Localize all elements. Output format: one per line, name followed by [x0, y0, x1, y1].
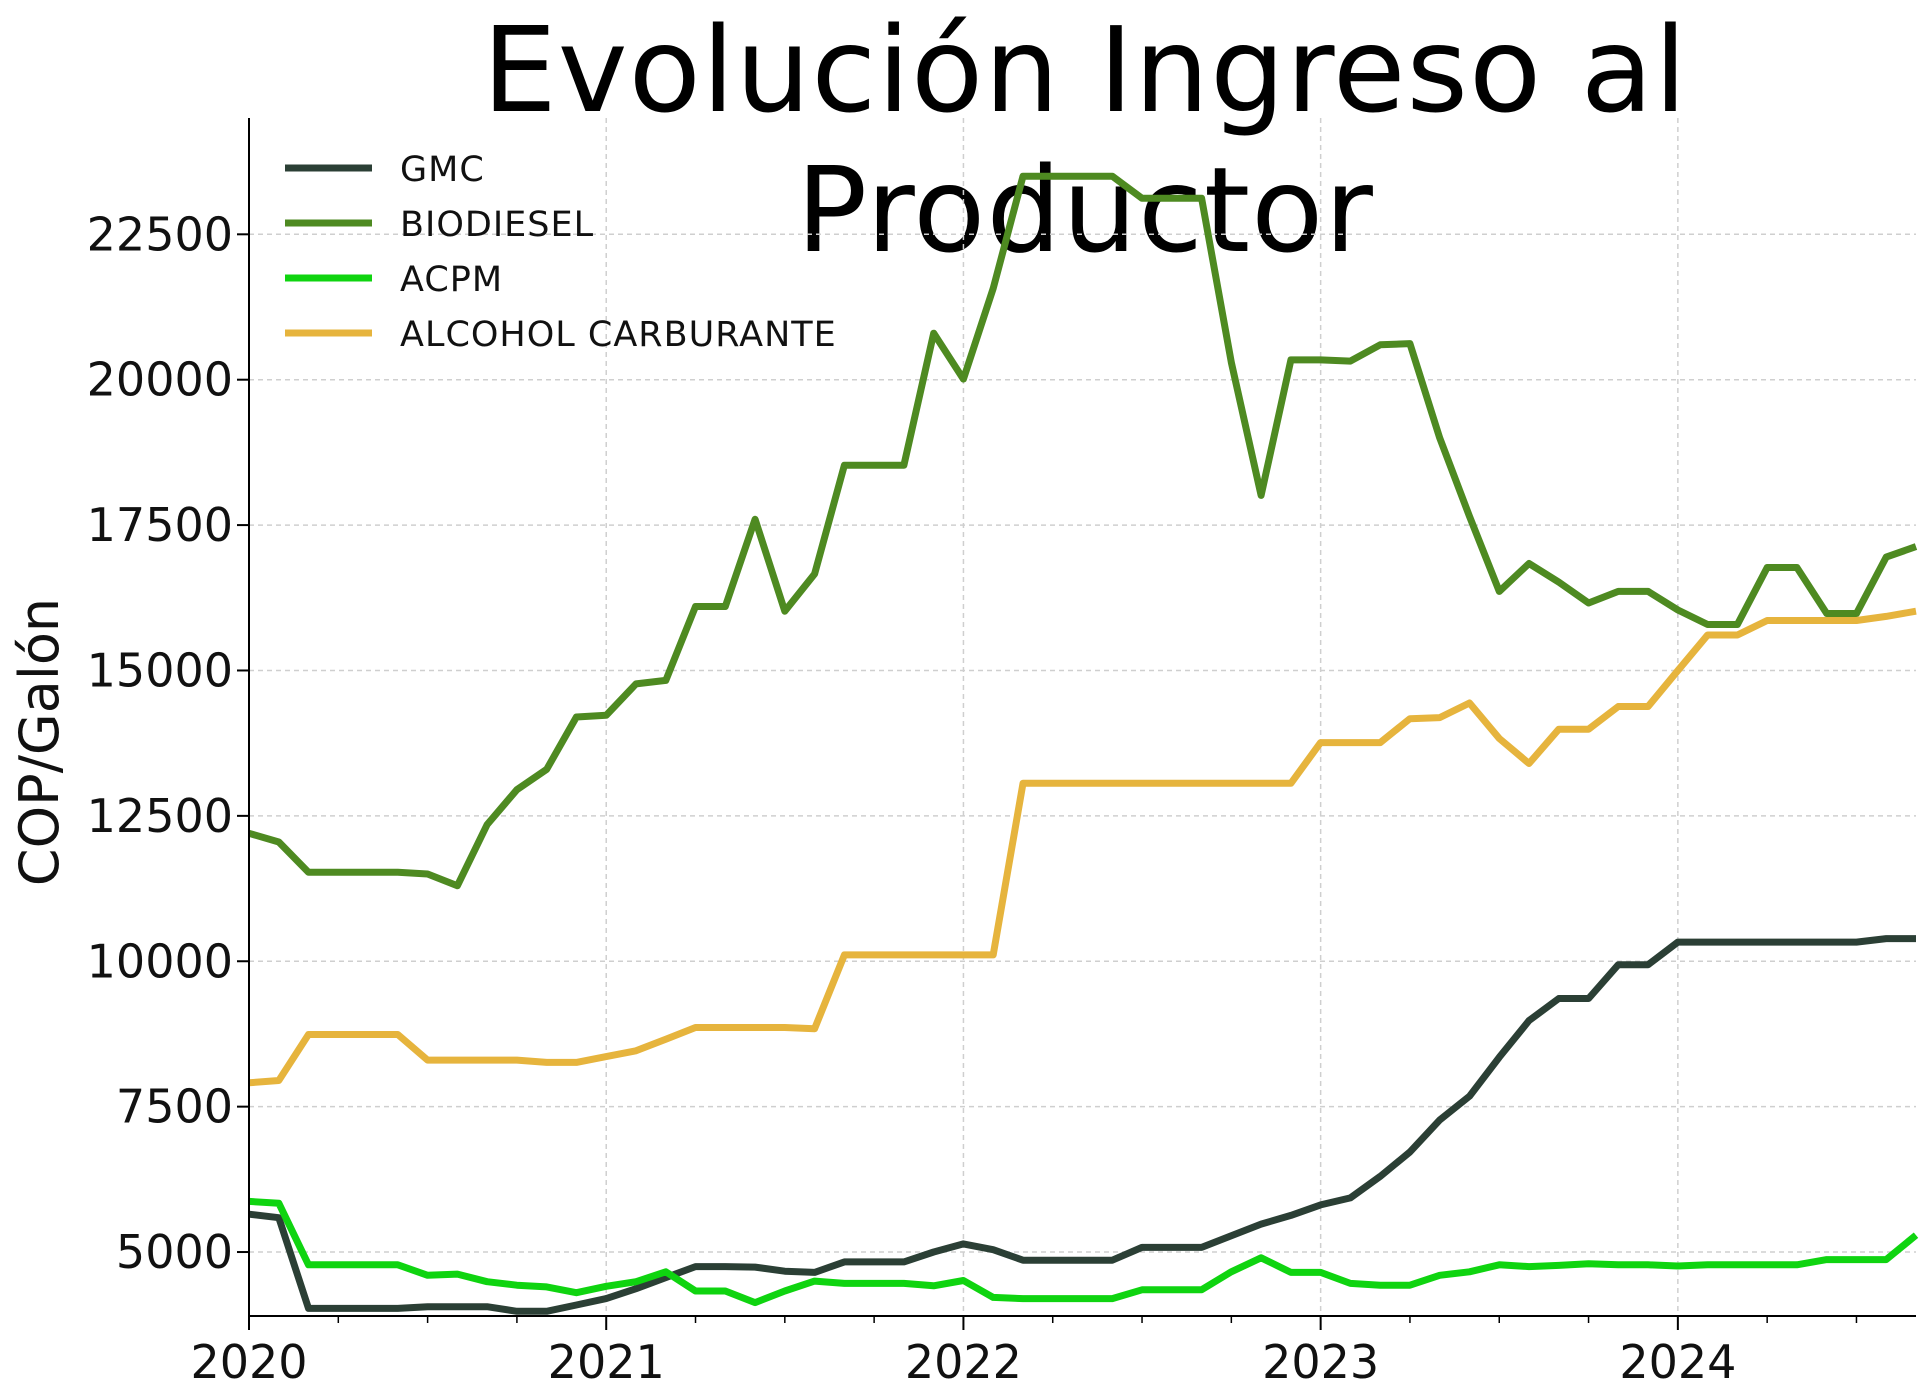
y-tick-label: 5000 [116, 1225, 233, 1279]
legend-label: ACPM [400, 260, 503, 300]
series-line-acpm [248, 1197, 1919, 1307]
legend: GMC BIODIESEL ACPM ALCOHOL CARBURANTE [285, 150, 837, 355]
y-axis-label: COP/Galón [8, 598, 71, 886]
y-tick-label: 20000 [87, 353, 233, 407]
series-line-gmc [248, 935, 1916, 1315]
y-tick-label: 12500 [87, 789, 233, 843]
y-tick-label: 22500 [87, 207, 233, 261]
x-tick-label: 2020 [190, 1335, 307, 1385]
y-tick-label: 7500 [116, 1080, 233, 1134]
axes: 5000 7500 10000 12500 15000 17500 20000 22500 20… [8, 118, 1916, 1385]
y-tick-label: 10000 [87, 934, 233, 988]
legend-label: ALCOHOL CARBURANTE [400, 315, 837, 355]
x-tick-label: 2022 [905, 1335, 1022, 1385]
x-tick-label: 2023 [1262, 1335, 1379, 1385]
x-tick-label: 2024 [1619, 1335, 1736, 1385]
chart-title: Evolución Ingreso al Productor [482, 1, 1688, 279]
x-tick-label: 2021 [548, 1335, 665, 1385]
series-line-biodiesel [248, 172, 1918, 890]
series-line-alcohol-carburante [248, 607, 1917, 1087]
legend-label: BIODIESEL [400, 205, 594, 245]
series-lines [248, 172, 1919, 1315]
y-tick-label: 15000 [87, 643, 233, 697]
y-tick-label: 17500 [87, 498, 233, 552]
legend-label: GMC [400, 150, 485, 190]
